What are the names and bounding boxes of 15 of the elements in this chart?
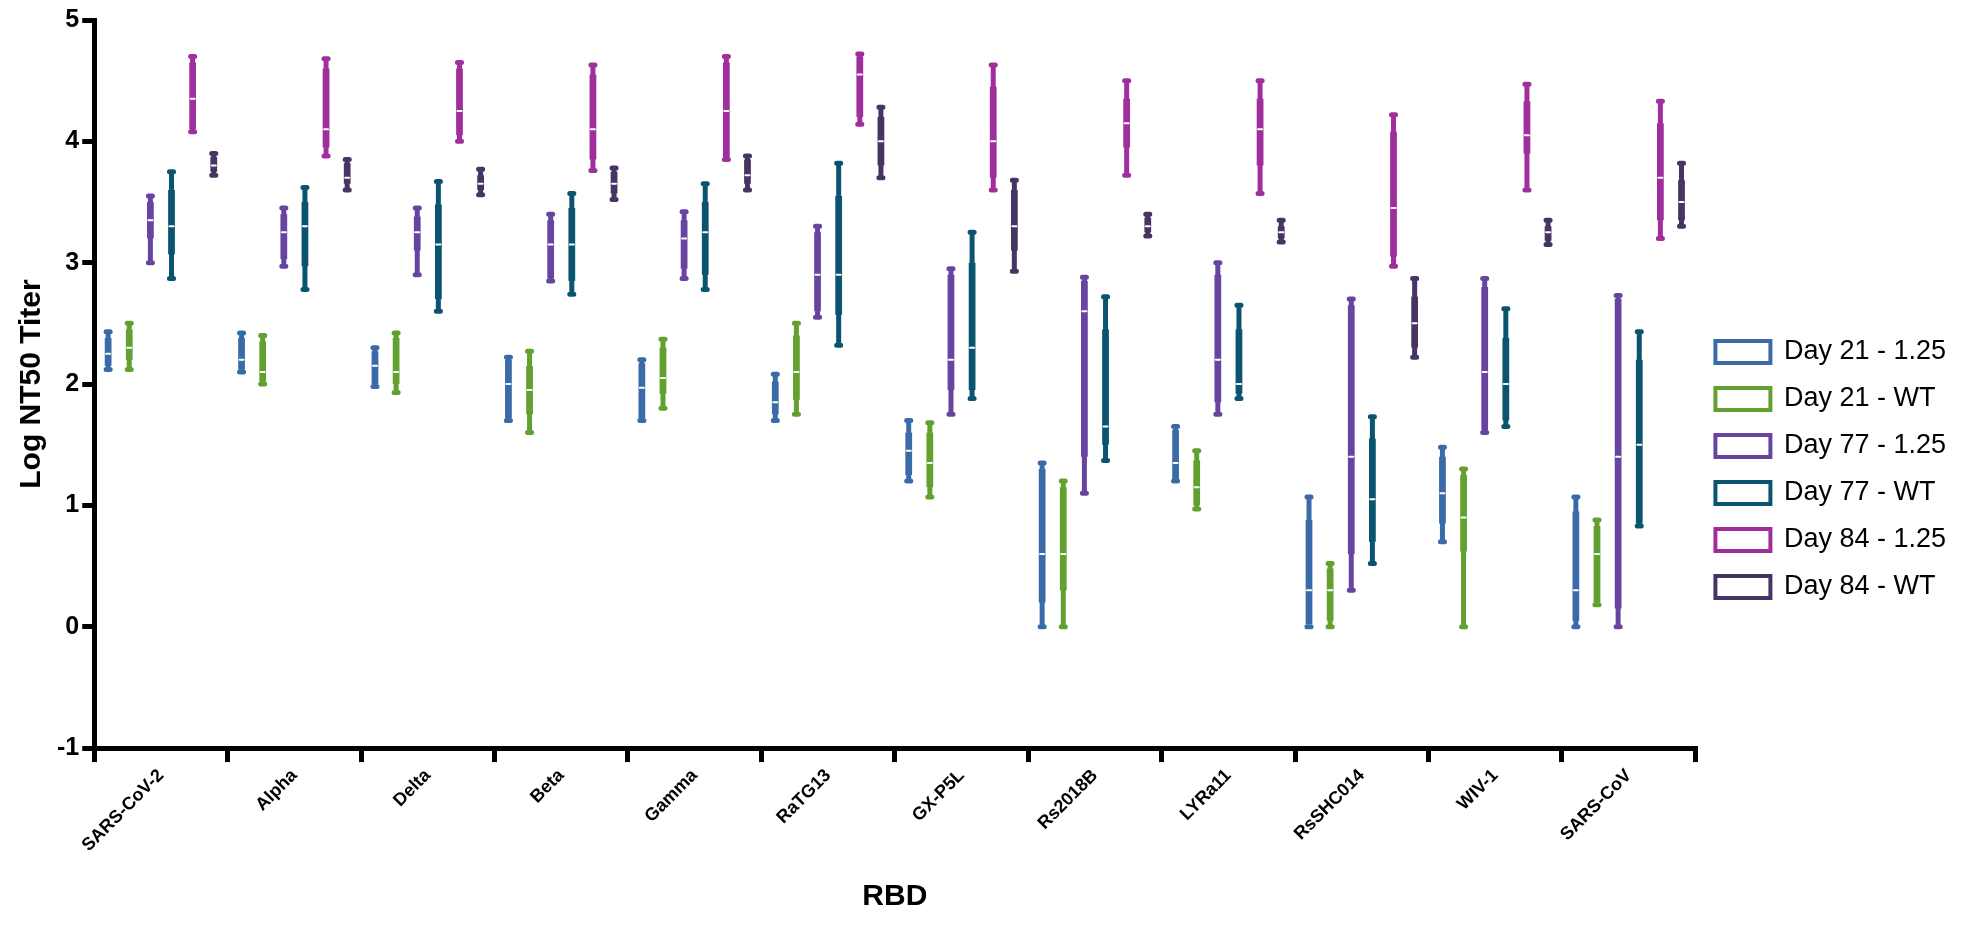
y-axis-title: Log NT50 Titer xyxy=(13,278,47,489)
legend-label: Day 21 - 1.25 xyxy=(1783,335,1946,366)
legend-label: Day 84 - 1.25 xyxy=(1783,523,1946,554)
y-tick-label: 2 xyxy=(65,367,80,396)
legend-label: Day 21 - WT xyxy=(1783,382,1936,413)
legend-label: Day 77 - WT xyxy=(1783,476,1936,507)
x-axis-title: RBD xyxy=(862,878,928,912)
legend-label: Day 84 - WT xyxy=(1783,570,1936,601)
y-tick-label: 0 xyxy=(65,610,80,639)
y-tick-label: 4 xyxy=(65,125,80,154)
y-tick-label: -1 xyxy=(56,731,80,760)
y-tick-label: 3 xyxy=(65,246,80,275)
y-tick-label: 5 xyxy=(65,3,80,32)
legend-label: Day 77 - 1.25 xyxy=(1783,429,1946,460)
y-tick-label: 1 xyxy=(65,489,80,518)
